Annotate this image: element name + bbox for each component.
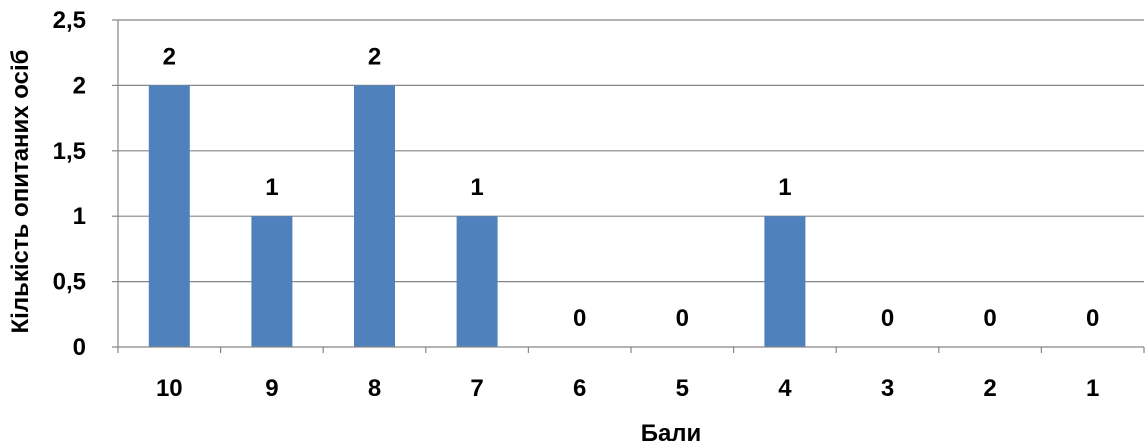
bar (148, 85, 190, 348)
y-tick-label: 1,5 (53, 138, 86, 165)
y-tick-label: 0 (73, 334, 86, 361)
x-tick-label: 5 (676, 375, 689, 402)
y-tick-label: 1 (73, 203, 86, 230)
bars (148, 85, 806, 348)
y-tick-label: 2,5 (53, 7, 86, 34)
x-tick-label: 2 (983, 375, 996, 402)
data-label: 0 (1086, 305, 1099, 332)
data-label: 1 (470, 174, 483, 201)
y-tick-labels: 0 0,5 1 1,5 2 2,5 (53, 7, 86, 361)
data-label: 1 (778, 174, 791, 201)
x-tick-label: 1 (1086, 375, 1099, 402)
axes (112, 19, 1145, 353)
x-tick-label: 9 (265, 375, 278, 402)
data-labels: 2 1 2 1 0 0 1 0 0 0 (163, 43, 1100, 332)
x-tick-label: 3 (881, 375, 894, 402)
bar (764, 216, 806, 347)
data-label: 0 (573, 305, 586, 332)
x-tick-label: 4 (778, 375, 792, 402)
x-axis-title: Бали (641, 420, 702, 447)
y-tick-label: 0,5 (53, 269, 86, 296)
data-label: 0 (881, 305, 894, 332)
data-label: 0 (676, 305, 689, 332)
x-tick-label: 10 (156, 375, 183, 402)
bar (456, 216, 498, 347)
data-label: 0 (983, 305, 996, 332)
data-label: 2 (368, 43, 381, 70)
data-label: 2 (163, 43, 176, 70)
data-label: 1 (265, 174, 278, 201)
x-tick-labels: 10 9 8 7 6 5 4 3 2 1 (156, 375, 1099, 402)
y-axis-title: Кількість опитаних осіб (7, 50, 34, 334)
x-tick-label: 7 (470, 375, 483, 402)
bar (251, 216, 293, 347)
x-tick-label: 8 (368, 375, 381, 402)
bar (354, 85, 395, 348)
y-tick-label: 2 (73, 72, 86, 99)
x-tick-label: 6 (573, 375, 586, 402)
